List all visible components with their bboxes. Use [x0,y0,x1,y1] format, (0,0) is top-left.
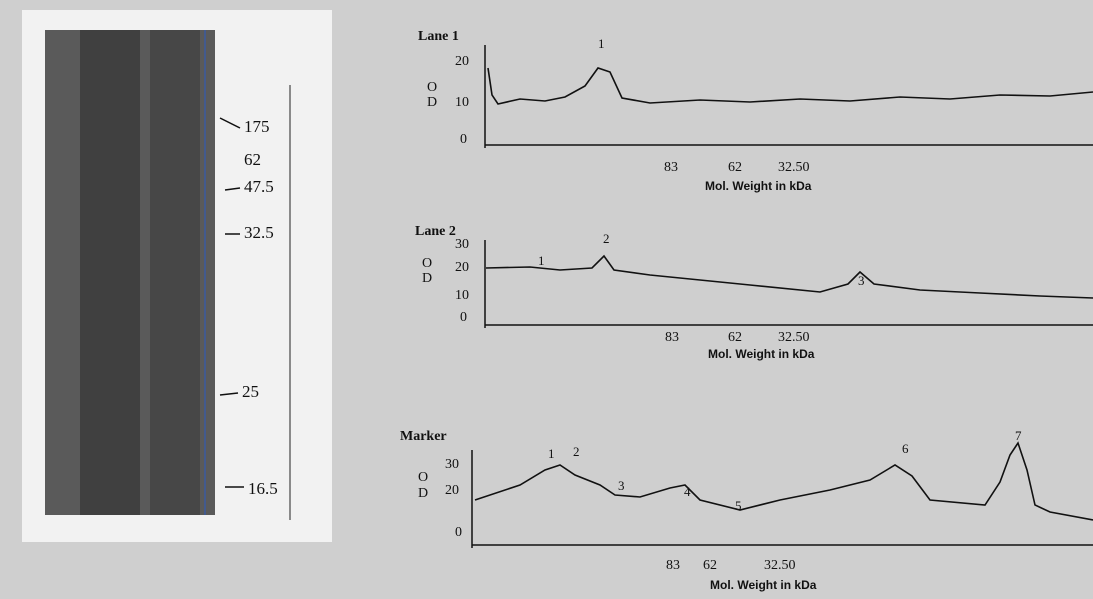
od-label: D [418,486,428,501]
x-tick-label: 83 [666,558,680,573]
marker-label: 62 [244,150,261,169]
od-label: O [427,80,437,95]
marker-label: 175 [244,117,270,136]
peak-label: 1 [538,253,545,268]
y-tick-label: 20 [455,260,469,275]
marker-label: 25 [242,382,259,401]
peak-label: 7 [1015,428,1022,443]
x-tick-label: 62 [728,330,742,345]
x-tick-label: 32.50 [778,160,810,175]
od-label: O [422,256,432,271]
peak-label: 5 [735,498,742,513]
x-axis-label: Mol. Weight in kDa [708,347,815,361]
marker-label: 16.5 [248,479,278,498]
marker-label: 47.5 [244,177,274,196]
od-label: D [427,95,437,110]
od-label: O [418,470,428,485]
y-tick-label: 10 [455,288,469,303]
peak-label: 1 [548,446,555,461]
panel-title: Lane 1 [418,29,459,44]
peak-label: 3 [618,478,625,493]
peak-label: 6 [902,441,909,456]
x-tick-label: 83 [665,330,679,345]
page: 175 62 47.5 32.5 25 16.5 Lane 1 O D 20 1… [0,0,1093,599]
x-tick-label: 32.50 [778,330,810,345]
peak-label: 4 [684,484,691,499]
x-tick-label: 62 [728,160,742,175]
peak-label: 1 [598,36,605,51]
peak-label: 2 [603,231,610,246]
x-tick-label: 62 [703,558,717,573]
y-tick-label: 20 [455,54,469,69]
y-tick-label: 30 [455,237,469,252]
y-tick-label: 20 [445,483,459,498]
x-axis-label: Mol. Weight in kDa [710,578,817,592]
y-tick-label: 10 [455,95,469,110]
x-axis-label: Mol. Weight in kDa [705,179,812,193]
y-tick-label: 0 [455,525,462,540]
peak-label: 2 [573,444,580,459]
x-tick-label: 32.50 [764,558,796,573]
gel-lane [80,30,140,515]
panel-title: Lane 2 [415,224,456,239]
y-tick-label: 0 [460,132,467,147]
y-tick-label: 30 [445,457,459,472]
figure: 175 62 47.5 32.5 25 16.5 Lane 1 O D 20 1… [0,0,1093,599]
gel-lane [150,30,200,515]
od-label: D [422,271,432,286]
y-tick-label: 0 [460,310,467,325]
x-tick-label: 83 [664,160,678,175]
peak-label: 3 [858,273,865,288]
marker-label: 32.5 [244,223,274,242]
panel-title: Marker [400,429,447,444]
